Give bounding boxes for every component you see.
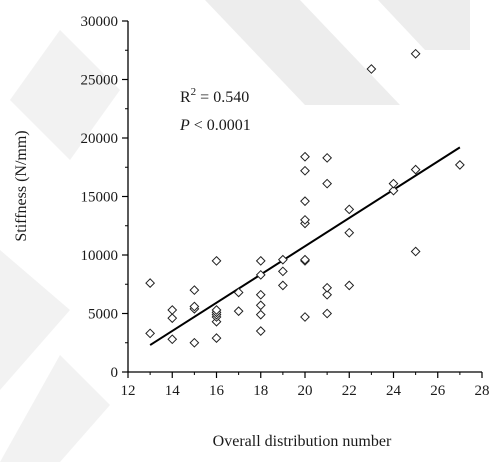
data-point [189,301,200,312]
r-squared-value: = 0.540 [196,89,249,106]
y-axis-label: Stiffness (N/mm) [13,130,30,241]
x-tick-label: 26 [430,383,446,399]
data-point [255,309,266,320]
regression-line [149,146,461,346]
x-tick-label: 18 [253,383,268,399]
x-axis-label: Overall distribution number [213,433,392,450]
data-point [322,289,333,300]
watermark [0,0,470,462]
data-point [388,178,399,189]
y-tick-label: 10000 [81,248,119,264]
y-tick-label: 0 [111,365,119,381]
data-point [300,214,310,225]
r-squared-annotation: R2 = 0.540 [180,86,249,106]
data-point [189,337,200,348]
x-tick-label: 12 [121,383,136,399]
data-point [300,165,310,176]
y-tick-label: 25000 [81,73,119,89]
data-point [255,326,266,336]
x-tick-label: 28 [475,383,490,399]
y-tick-label: 15000 [81,190,119,206]
data-point [322,152,333,163]
y-tick-label: 20000 [81,131,119,147]
data-point [145,278,156,288]
data-point [277,254,288,265]
data-point [388,185,399,196]
data-point [322,282,333,293]
data-point [211,333,222,343]
data-point [211,255,222,266]
y-tick-label: 5000 [88,307,118,323]
p-value-value: < 0.0001 [190,117,251,134]
x-tick-label: 24 [386,383,402,399]
data-point [454,160,465,170]
p-value-prefix: P [179,117,190,134]
data-point [322,308,333,319]
data-point [344,204,355,215]
x-axis-ticks: 12 14 16 18 20 22 24 26 28 [121,372,490,399]
x-tick-label: 16 [209,383,225,399]
data-point [410,246,421,257]
data-point [300,254,310,265]
data-point [167,313,178,324]
data-point [233,287,244,298]
data-point [255,255,266,266]
data-point [255,289,266,300]
data-point [277,266,288,277]
data-point [366,64,377,74]
data-point [255,300,266,311]
data-point [322,178,333,189]
x-tick-label: 14 [165,383,181,399]
data-point [255,269,266,280]
data-point [167,305,178,315]
data-point [211,305,222,315]
data-point [410,48,421,59]
data-point [167,334,178,345]
data-point [344,280,355,291]
data-point [300,196,310,207]
data-point [145,328,156,339]
data-point [300,151,310,162]
r-squared-prefix: R [180,89,191,106]
data-point [189,285,200,296]
data-points [145,48,465,348]
data-point [233,306,244,317]
p-value-annotation: P < 0.0001 [179,117,251,134]
y-axis-ticks: 0 5000 10000 15000 20000 25000 30000 [81,14,128,381]
x-tick-label: 20 [298,383,313,399]
data-point [344,227,355,238]
x-tick-label: 22 [342,383,357,399]
r-squared-superscript: 2 [191,86,197,98]
y-tick-label: 30000 [81,14,119,30]
data-point [410,164,421,175]
data-point [277,280,288,291]
data-point [300,312,310,322]
